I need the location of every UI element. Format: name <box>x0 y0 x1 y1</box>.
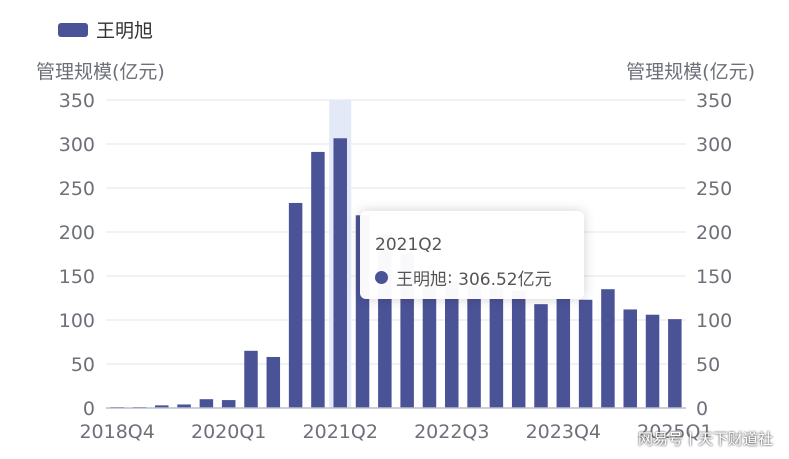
y-tick-label-right: 0 <box>696 398 708 420</box>
x-tick-label: 2020Q1 <box>191 421 266 443</box>
bar-2023Q2 <box>511 290 526 408</box>
bar-2021Q1 <box>311 151 325 409</box>
bar-2024Q3 <box>623 309 637 408</box>
legend-swatch <box>58 22 88 37</box>
y-tick-label-left: 150 <box>59 266 95 288</box>
bar-2024Q1 <box>578 299 593 408</box>
y-tick-label-right: 100 <box>696 310 732 332</box>
x-tick-label: 2025Q1 <box>637 421 712 443</box>
bar-2019Q2 <box>155 405 169 408</box>
tooltip-separator: : <box>447 267 459 288</box>
tooltip-series-dot <box>375 271 388 284</box>
bar-2020Q2 <box>244 350 258 408</box>
y-axis-title-left: 管理规模(亿元) <box>36 61 165 83</box>
y-tick-label-right: 50 <box>696 354 720 376</box>
bar-2020Q3 <box>266 356 281 408</box>
tooltip-value: 306.52亿元 <box>458 270 552 290</box>
y-tick-label-left: 0 <box>83 398 95 420</box>
bar-2024Q4 <box>645 314 660 408</box>
tooltip-series-name: 王明旭 <box>396 270 447 290</box>
y-tick-label-left: 300 <box>59 134 95 156</box>
watermark: 网易号丨天下财道社 <box>637 430 773 448</box>
y-tick-label-right: 350 <box>696 90 732 112</box>
bar-2020Q4 <box>288 202 303 408</box>
y-tick-label-left: 250 <box>59 178 95 200</box>
tooltip: 2021Q2 王明旭 : 306.52亿元 <box>360 211 584 299</box>
bar-2024Q2 <box>601 289 615 408</box>
tooltip-row: 王明旭 : 306.52亿元 <box>375 265 552 290</box>
y-tick-label-right: 300 <box>696 134 732 156</box>
bar-2022Q3 <box>445 280 459 408</box>
bar-2019Q4 <box>199 399 214 408</box>
bar-2025Q1 <box>668 319 682 408</box>
bar-2022Q4 <box>467 284 481 408</box>
y-axis-title-right: 管理规模(亿元) <box>626 61 755 83</box>
bar-2020Q1 <box>221 400 236 408</box>
bar-2023Q4 <box>556 298 571 408</box>
bar-2021Q2 <box>333 138 347 409</box>
y-tick-label-left: 50 <box>71 354 95 376</box>
x-tick-label: 2018Q4 <box>79 421 154 443</box>
y-tick-label-left: 350 <box>59 90 95 112</box>
bar-2023Q3 <box>534 304 548 408</box>
bar-2019Q3 <box>177 404 191 408</box>
tooltip-title: 2021Q2 <box>375 235 443 255</box>
y-tick-label-left: 200 <box>59 222 95 244</box>
y-tick-label-right: 150 <box>696 266 732 288</box>
y-tick-label-left: 100 <box>59 310 95 332</box>
bar-2023Q1 <box>489 287 504 408</box>
x-tick-label: 2022Q3 <box>414 421 489 443</box>
bar-2022Q2 <box>422 276 437 408</box>
y-tick-label-right: 250 <box>696 178 732 200</box>
legend-label: 王明旭 <box>96 20 154 42</box>
legend[interactable]: 王明旭 <box>58 16 153 43</box>
x-tick-label: 2023Q4 <box>526 421 601 443</box>
x-tick-label: 2021Q2 <box>303 421 378 443</box>
y-tick-label-right: 200 <box>696 222 732 244</box>
